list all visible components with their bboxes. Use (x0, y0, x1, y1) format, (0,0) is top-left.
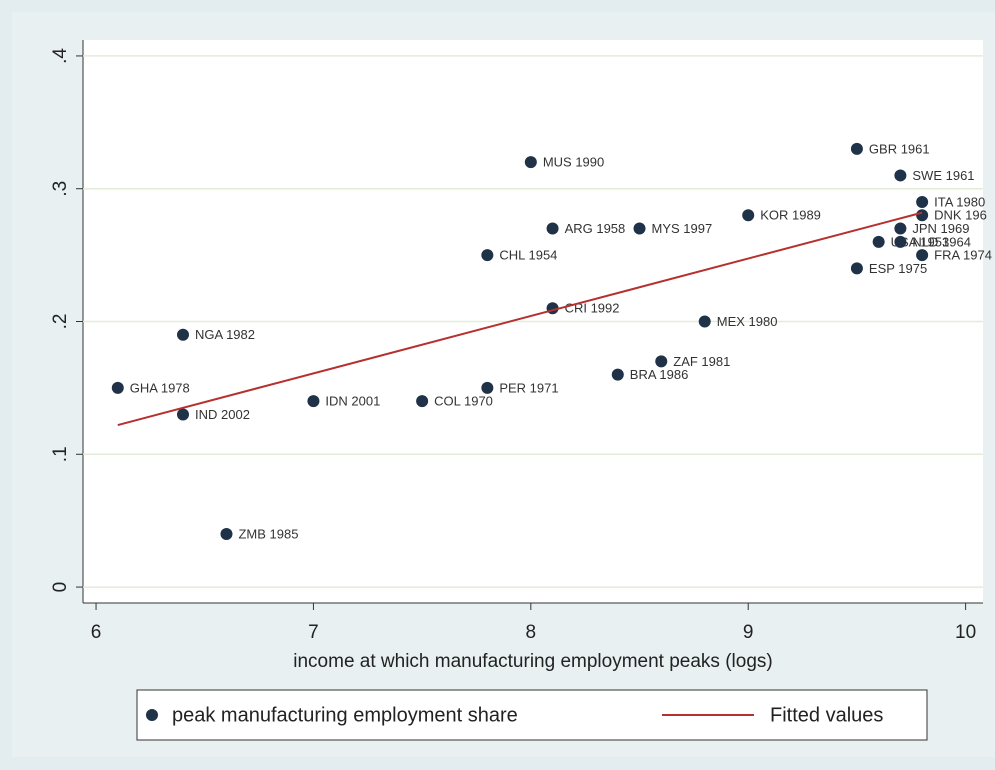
x-axis-title: income at which manufacturing employment… (293, 651, 772, 672)
point-label: IND 2002 (195, 407, 250, 422)
point-label: JPN 1969 (912, 221, 969, 236)
data-point (916, 209, 929, 222)
legend-label: Fitted values (770, 704, 883, 726)
data-point (481, 249, 494, 262)
data-point (742, 209, 755, 222)
point-label: BRA 1986 (630, 367, 689, 382)
data-point (611, 368, 624, 381)
data-point (481, 381, 494, 394)
data-point (698, 315, 711, 328)
legend-label: peak manufacturing employment share (172, 704, 518, 726)
data-point (655, 355, 668, 368)
data-point (894, 235, 907, 248)
y-tick-label: .1 (50, 446, 71, 462)
point-label: NLD 1964 (912, 234, 971, 249)
point-label: MEX 1980 (717, 314, 778, 329)
point-label: CHL 1954 (499, 248, 557, 263)
y-tick-label: .4 (50, 48, 71, 64)
point-label: DNK 196 (934, 208, 987, 223)
data-point (177, 328, 189, 341)
legend (136, 689, 928, 741)
data-point (416, 395, 429, 408)
point-label: ZAF 1981 (673, 354, 730, 369)
point-label: FRA 1974 (934, 248, 992, 263)
point-label: ZMB 1985 (238, 526, 298, 541)
x-tick-label: 7 (308, 622, 319, 643)
x-tick-label: 6 (91, 622, 102, 643)
point-label: MUS 1990 (543, 155, 604, 170)
point-label: CRI 1992 (565, 301, 620, 316)
data-point (916, 249, 929, 262)
data-point (546, 222, 559, 235)
point-label: GBR 1961 (869, 141, 930, 156)
data-point (220, 527, 233, 540)
point-label: SWE 1961 (912, 168, 974, 183)
point-label: NGA 1982 (195, 327, 255, 342)
point-label: MYS 1997 (652, 221, 713, 236)
data-point (894, 169, 907, 182)
point-label: USA 1953 (891, 234, 950, 249)
point-label: GHA 1978 (130, 380, 190, 395)
data-point (524, 156, 537, 169)
data-point (111, 381, 124, 394)
y-tick-label: .2 (50, 314, 71, 330)
fitted-line (117, 211, 923, 427)
data-point (916, 195, 929, 208)
point-label: PER 1971 (499, 380, 558, 395)
data-point (850, 142, 863, 155)
point-label: COL 1970 (434, 394, 493, 409)
data-point (633, 222, 646, 235)
x-tick-label: 9 (743, 622, 754, 643)
x-tick-label: 8 (526, 622, 537, 643)
data-point (872, 235, 885, 248)
point-label: KOR 1989 (760, 208, 821, 223)
point-label: ITA 1980 (934, 194, 985, 209)
legend-marker (146, 709, 158, 721)
data-point (177, 408, 189, 421)
data-point (894, 222, 907, 235)
point-label: ESP 1975 (869, 261, 927, 276)
x-tick-label: 10 (955, 622, 976, 643)
data-point (307, 395, 320, 408)
plot-layer: 0 .1 .2 .3 .4 6 7 8 9 10 GBR 1961 SWE 1961 ITA 1980D… (50, 48, 992, 643)
data-point (850, 262, 863, 275)
y-tick-label: 0 (50, 582, 71, 593)
point-label: IDN 2001 (325, 394, 380, 409)
y-tick-label: .3 (50, 181, 71, 197)
point-label: ARG 1958 (565, 221, 626, 236)
